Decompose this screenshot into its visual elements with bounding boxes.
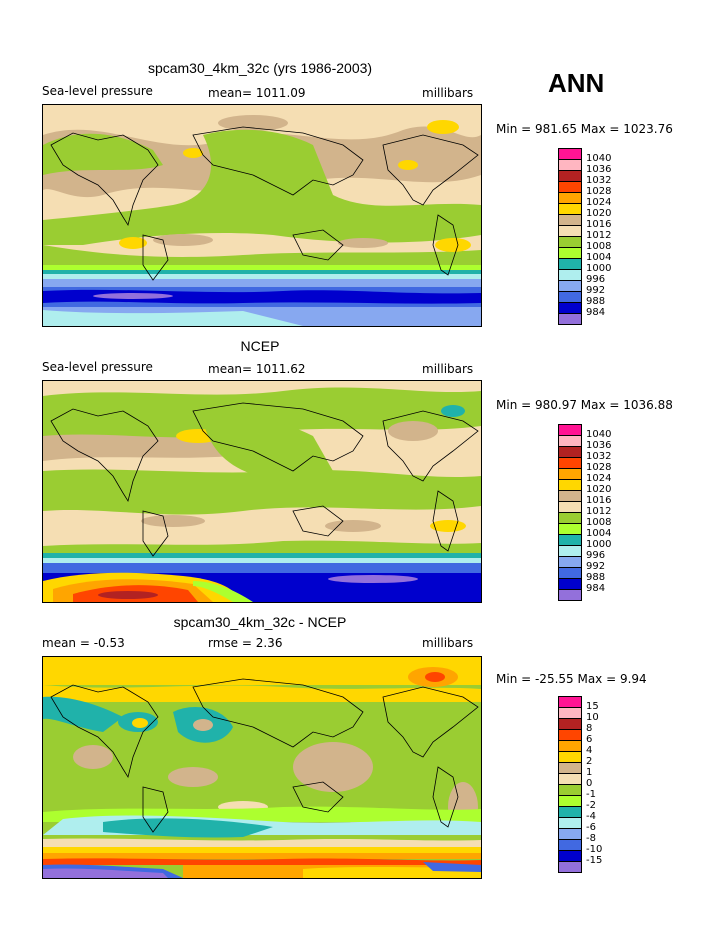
panel-1-units-label: millibars [422,86,474,100]
legend-swatch [558,861,582,873]
legend-level-label: 8 [586,723,593,734]
legend-level-label: 1024 [586,197,612,208]
legend-level-label: -4 [586,811,596,822]
legend-level-label: 1028 [586,186,612,197]
panel-1-variable-label: Sea-level pressure [42,84,153,98]
panel-3-contour-field [43,657,481,878]
panel-3-min-max: Min = -25.55 Max = 9.94 [496,672,647,686]
legend-level-label: -15 [586,855,603,866]
panel-3-map [42,656,482,879]
panel-3-mean-label: mean = -0.53 [42,636,125,650]
legend-level-label: 10 [586,712,599,723]
legend-level-label: 1004 [586,252,612,263]
legend-level-label: 1016 [586,495,612,506]
legend-level-label: 1040 [586,429,612,440]
legend-level-label: 996 [586,550,606,561]
panel-2-contour-field [43,381,481,602]
legend-level-label: 1032 [586,175,612,186]
legend-level-label: 996 [586,274,606,285]
legend-level-label: 1024 [586,473,612,484]
panel-1-contour-field [43,105,481,326]
legend-level-label: 1020 [586,208,612,219]
panel-1-title: spcam30_4km_32c (yrs 1986-2003) [147,60,373,76]
legend-level-label: -10 [586,844,603,855]
legend-level-label: 992 [586,285,606,296]
legend-level-label: 1012 [586,230,612,241]
legend-level-label: 1016 [586,219,612,230]
legend-level-label: 6 [586,734,593,745]
legend-level-label: 1000 [586,263,612,274]
panel-2-map [42,380,482,603]
legend-level-label: 984 [586,307,606,318]
legend-level-label: -8 [586,833,596,844]
legend-level-label: 1032 [586,451,612,462]
panel-3-units-label: millibars [422,636,474,650]
panel-1-min-max: Min = 981.65 Max = 1023.76 [496,122,673,136]
panel-2-min-max: Min = 980.97 Max = 1036.88 [496,398,673,412]
panel-3-title: spcam30_4km_32c - NCEP [173,614,347,630]
panel-1-map [42,104,482,327]
panel-2-variable-label: Sea-level pressure [42,360,153,374]
legend-level-label: 2 [586,756,593,767]
legend-level-label: 1036 [586,164,612,175]
legend-level-label: 992 [586,561,606,572]
panel-2-units-label: millibars [422,362,474,376]
legend-level-label: 1036 [586,440,612,451]
legend-level-label: 1004 [586,528,612,539]
legend-swatch [558,313,582,325]
legend-swatch [558,589,582,601]
legend-level-label: 1020 [586,484,612,495]
legend-level-label: 4 [586,745,593,756]
legend-level-label: 15 [586,701,599,712]
panel-3-rmse-label: rmse = 2.36 [208,636,283,650]
legend-level-label: 988 [586,572,606,583]
panel-1-mean-label: mean= 1011.09 [208,86,306,100]
legend-level-label: 1008 [586,517,612,528]
legend-level-label: -1 [586,789,596,800]
legend-level-label: 1 [586,767,593,778]
panel-2-title: NCEP [240,338,280,354]
season-label: ANN [548,68,605,98]
legend-level-label: 1028 [586,462,612,473]
legend-level-label: 988 [586,296,606,307]
legend-level-label: 1040 [586,153,612,164]
legend-level-label: -6 [586,822,596,833]
panel-2-mean-label: mean= 1011.62 [208,362,306,376]
legend-level-label: -2 [586,800,596,811]
legend-level-label: 1012 [586,506,612,517]
legend-level-label: 984 [586,583,606,594]
legend-level-label: 0 [586,778,593,789]
legend-level-label: 1008 [586,241,612,252]
legend-level-label: 1000 [586,539,612,550]
